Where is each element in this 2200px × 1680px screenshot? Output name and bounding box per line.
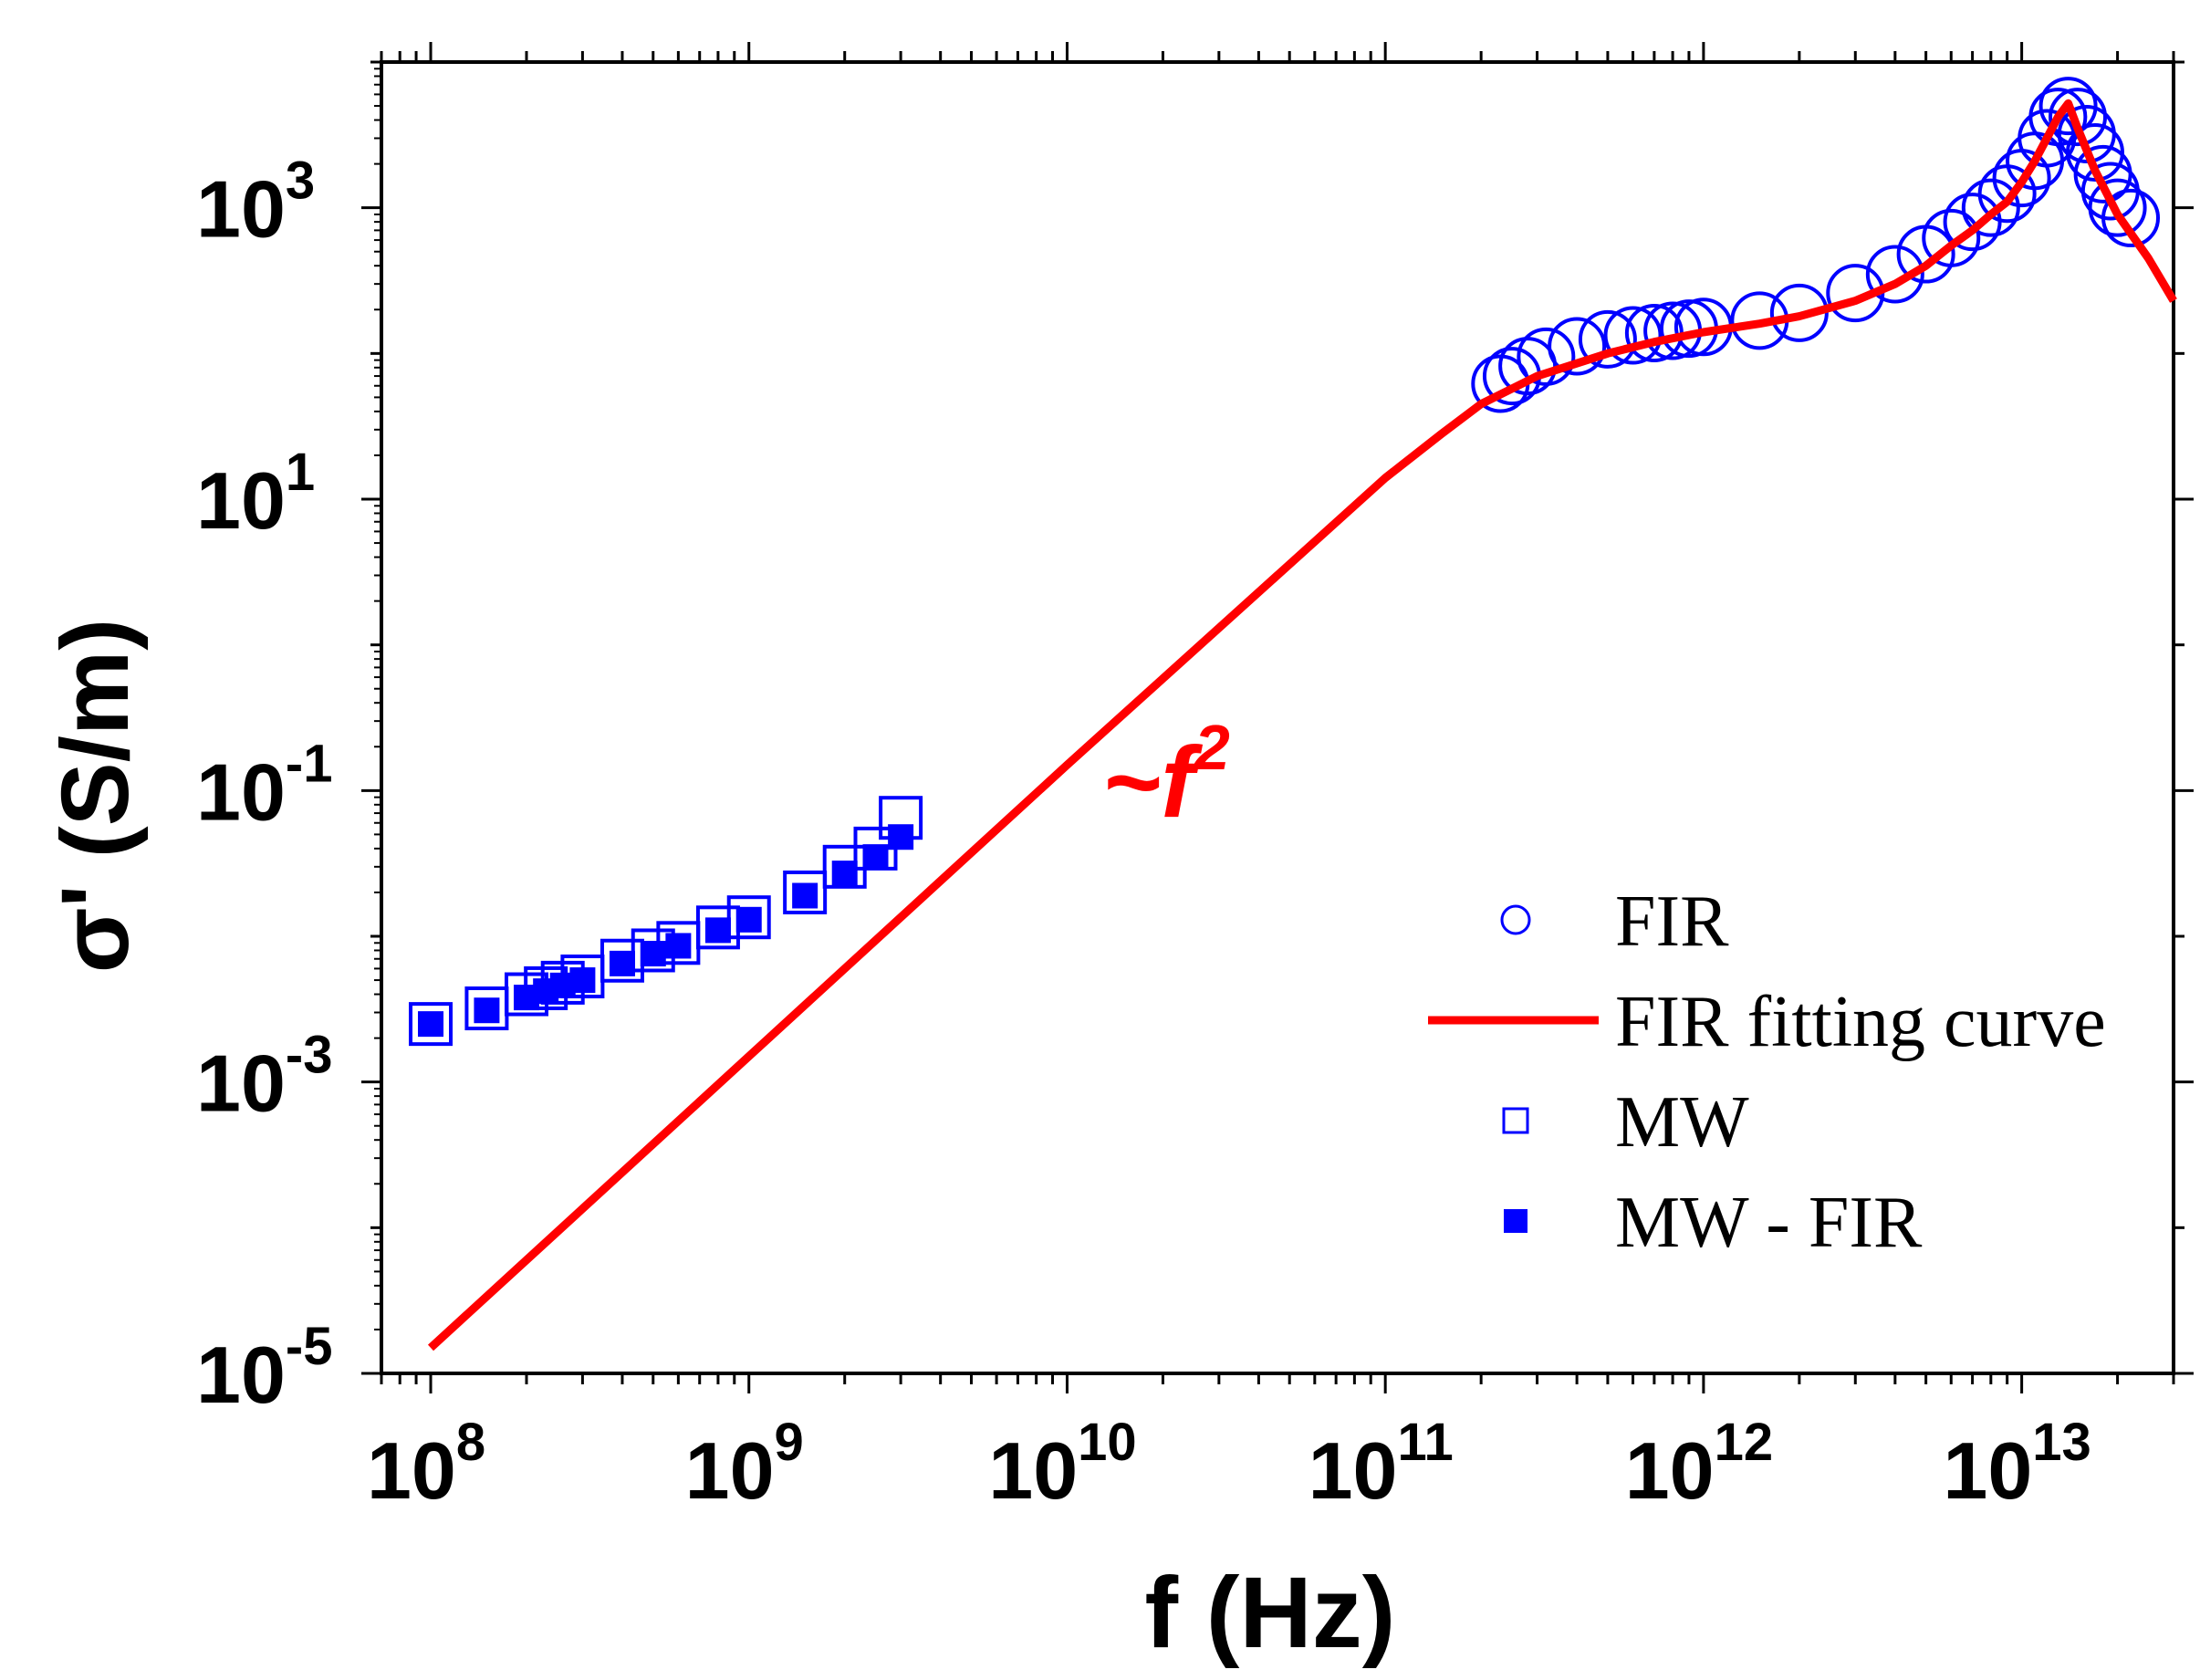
x-tick-label-base: 10 — [1309, 1425, 1398, 1516]
slope-annotation: ~f2 — [1102, 712, 1230, 839]
mw-point — [409, 1002, 454, 1047]
x-tick-label-base: 10 — [367, 1425, 456, 1516]
legend-label: FIR — [1615, 882, 1729, 962]
fir-point — [1922, 208, 1981, 267]
x-tick-label: 108 — [367, 1413, 485, 1516]
slope-annotation-exponent: 2 — [1193, 712, 1230, 783]
legend-label: MW — [1615, 1082, 1749, 1163]
y-tick-label-base: 10 — [196, 1330, 286, 1420]
y-tick-label-exponent: 1 — [286, 443, 315, 502]
fir-point — [2038, 77, 2098, 136]
y-tick-label: 10-1 — [196, 734, 332, 837]
slope-annotation-base: ~f — [1102, 726, 1203, 839]
mw-fir-point — [474, 997, 500, 1024]
x-tick-label-exponent: 13 — [2032, 1413, 2091, 1472]
plot-area — [380, 60, 2175, 1375]
fir-point — [1517, 327, 1576, 386]
fir-point — [2049, 88, 2108, 147]
x-axis-title: f (Hz) — [1145, 1557, 1396, 1669]
legend-label: MW - FIR — [1615, 1183, 1923, 1263]
y-tick-label-exponent: 3 — [286, 151, 315, 211]
plot-frame — [380, 60, 2175, 1375]
x-tick-label-base: 10 — [685, 1425, 775, 1516]
mw-fir-point — [735, 906, 762, 933]
x-tick-labels: 108 109 1010 1011 1012 1013 — [367, 1413, 2091, 1516]
mw-fir-point — [792, 882, 818, 909]
x-tick-label-exponent: 11 — [1397, 1413, 1453, 1472]
fir-point — [1603, 306, 1663, 365]
fir-point — [1961, 178, 2020, 237]
x-tick-label-exponent: 10 — [1078, 1413, 1137, 1472]
y-tick-label: 103 — [196, 151, 315, 255]
y-tick-label-exponent: -1 — [286, 734, 333, 793]
legend-marker-mw — [1502, 1107, 1529, 1134]
x-tick-label-base: 10 — [1943, 1425, 2032, 1516]
mw-fir-point — [640, 941, 666, 967]
x-tick-label: 1012 — [1625, 1413, 1773, 1516]
series-layer — [409, 77, 2177, 1351]
legend-label: FIR fitting curve — [1615, 982, 2106, 1062]
mw-fir-point — [888, 824, 914, 850]
y-tick-label-base: 10 — [196, 455, 286, 546]
mw-fir-point — [831, 861, 858, 887]
y-tick-label-exponent: -5 — [286, 1317, 333, 1376]
fir-point — [2088, 178, 2147, 237]
mw-fir-point — [704, 917, 731, 944]
x-tick-label-exponent: 9 — [775, 1413, 804, 1472]
mw-fir-point — [665, 933, 692, 959]
y-tick-label: 10-5 — [196, 1317, 332, 1420]
y-axis-title: σ' (S/m) — [42, 619, 149, 973]
axis-ticks — [361, 42, 2194, 1393]
mw-point — [726, 895, 771, 940]
fir-point — [2101, 188, 2161, 247]
mw-fir-point — [862, 844, 889, 871]
mw-fir-point — [418, 1011, 444, 1038]
legend-marker-fir — [1500, 904, 1531, 935]
fir-point — [2065, 122, 2124, 182]
fir-fit-line — [427, 99, 2177, 1351]
mw-fir-point — [609, 950, 635, 976]
fir-point — [1578, 309, 1637, 369]
x-tick-label-exponent: 8 — [456, 1413, 485, 1472]
y-tick-label: 101 — [196, 443, 315, 546]
fir-point — [2028, 88, 2088, 147]
legend-marker-mw-fir — [1504, 1209, 1527, 1233]
fir-point — [1865, 245, 1924, 304]
x-tick-label-exponent: 12 — [1715, 1413, 1774, 1472]
legend: FIR FIR fitting curve MW MW - FIR — [1428, 882, 2106, 1263]
x-tick-label-base: 10 — [988, 1425, 1078, 1516]
y-tick-label: 10-3 — [196, 1026, 332, 1129]
y-tick-label-base: 10 — [196, 1038, 286, 1129]
x-tick-label: 1013 — [1943, 1413, 2091, 1516]
mw-point — [783, 870, 828, 914]
mw-fir-point — [569, 967, 596, 994]
x-tick-label: 1011 — [1309, 1413, 1454, 1516]
y-tick-label-exponent: -3 — [286, 1026, 333, 1085]
x-tick-label: 1010 — [988, 1413, 1136, 1516]
y-tick-label-base: 10 — [196, 164, 286, 255]
x-tick-label-base: 10 — [1625, 1425, 1715, 1516]
y-tick-label-base: 10 — [196, 746, 286, 837]
fir-point — [1548, 317, 1607, 376]
x-tick-label: 109 — [685, 1413, 804, 1516]
